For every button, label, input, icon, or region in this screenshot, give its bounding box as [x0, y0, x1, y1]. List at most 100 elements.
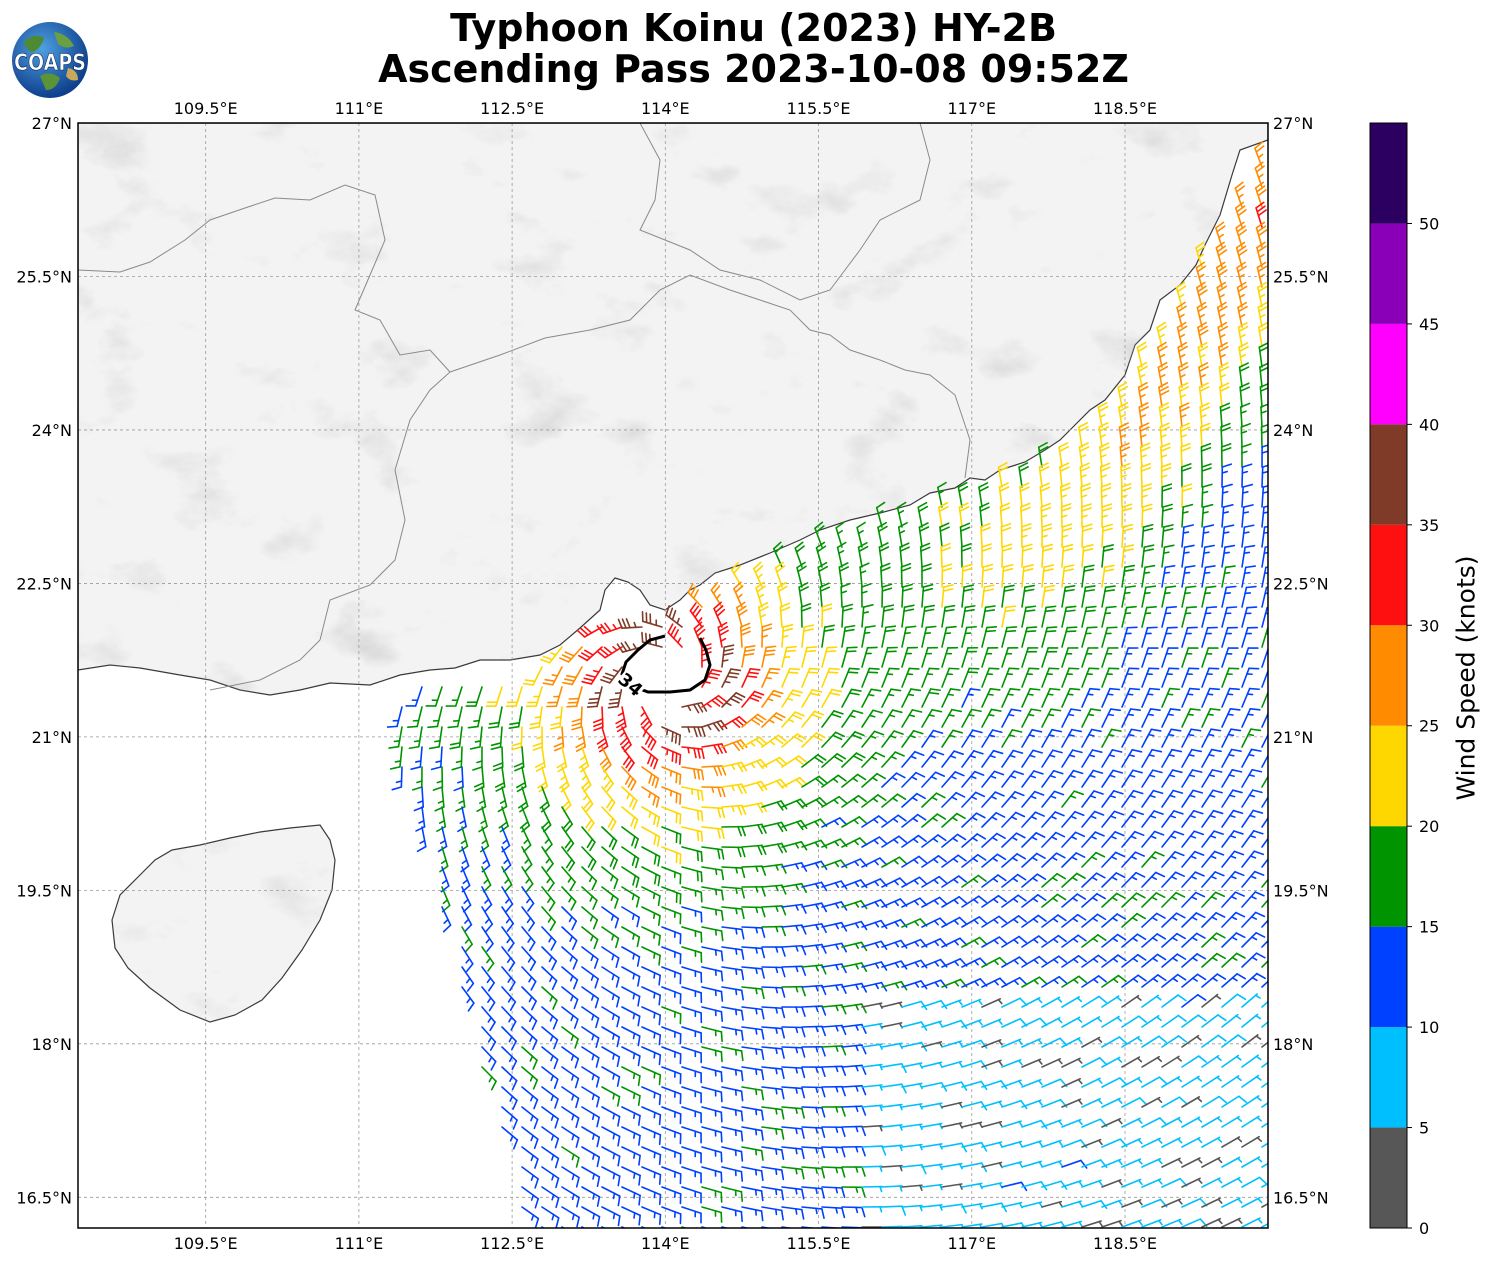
- barb-feather: [717, 807, 722, 819]
- barb-shaft: [1181, 586, 1187, 608]
- barb-feather: [801, 1047, 806, 1058]
- barb-feather: [1097, 401, 1108, 409]
- barb-shaft: [981, 791, 997, 808]
- wind-barb: [861, 836, 888, 848]
- wind-barb: [776, 581, 788, 608]
- barb-half-feather: [676, 617, 680, 625]
- wind-barb: [1161, 626, 1178, 648]
- barb-feather: [1179, 386, 1190, 392]
- barb-feather: [498, 821, 508, 829]
- barb-shaft: [1201, 647, 1210, 668]
- barb-feather: [608, 701, 620, 705]
- barb-feather: [991, 729, 1003, 734]
- barb-half-feather: [834, 861, 840, 868]
- barb-half-feather: [706, 702, 712, 708]
- wind-barb: [1221, 1075, 1242, 1088]
- wind-barb: [1121, 708, 1141, 728]
- barb-feather: [1138, 1015, 1148, 1023]
- barb-shaft: [641, 966, 661, 977]
- wind-barb: [1261, 444, 1268, 468]
- barb-shaft: [1181, 506, 1185, 528]
- wind-barb: [1158, 382, 1170, 408]
- wind-barb: [980, 522, 991, 548]
- wind-barb: [921, 813, 947, 828]
- wind-barb: [701, 946, 724, 962]
- wind-barb: [641, 1086, 662, 1106]
- barb-feather: [896, 501, 907, 509]
- barb-half-feather: [1259, 293, 1266, 299]
- wind-barb: [641, 1046, 662, 1066]
- barb-feather: [795, 778, 804, 787]
- barb-half-feather: [1218, 293, 1225, 299]
- barb-half-feather: [958, 999, 963, 1006]
- barb-feather: [1249, 708, 1261, 711]
- barb-feather: [833, 710, 844, 715]
- barb-feather: [600, 648, 610, 657]
- barb-feather: [1041, 523, 1053, 528]
- barb-shaft: [581, 886, 598, 902]
- barb-shaft: [981, 667, 991, 688]
- wind-barb: [406, 706, 423, 728]
- barb-shaft: [861, 794, 879, 808]
- wind-barb: [445, 686, 463, 707]
- barb-feather: [689, 602, 697, 612]
- barb-feather: [1197, 341, 1208, 349]
- barb-feather: [720, 889, 724, 901]
- barb-half-feather: [1061, 514, 1068, 518]
- wind-barb: [1141, 789, 1164, 808]
- barb-shaft: [821, 921, 843, 928]
- barb-shaft: [1161, 932, 1178, 948]
- wind-barb: [1201, 728, 1222, 748]
- barb-half-feather: [1203, 551, 1210, 554]
- barb-feather: [1230, 748, 1242, 753]
- barb-feather: [780, 800, 788, 810]
- barb-shaft: [801, 964, 823, 968]
- barb-feather: [880, 940, 888, 950]
- barb-feather: [554, 1098, 559, 1109]
- barb-shaft: [481, 846, 491, 867]
- barb-feather: [1218, 325, 1229, 333]
- barb-shaft: [1041, 831, 1057, 848]
- barb-shaft: [781, 776, 801, 788]
- barb-feather: [1197, 1055, 1207, 1063]
- barb-feather: [980, 1060, 988, 1070]
- barb-half-feather: [632, 992, 636, 1000]
- barb-shaft: [921, 979, 942, 988]
- wind-barb: [1021, 996, 1043, 1008]
- barb-feather: [1169, 687, 1181, 691]
- barb-half-feather: [874, 942, 880, 949]
- barb-feather: [1059, 1037, 1068, 1046]
- barb-shaft: [1161, 871, 1177, 888]
- barb-shaft: [501, 986, 517, 1003]
- barb-feather: [1217, 1034, 1227, 1042]
- barb-feather: [1062, 547, 1074, 552]
- barb-feather: [711, 668, 723, 673]
- wind-barb: [1101, 933, 1127, 948]
- barb-half-feather: [735, 927, 738, 935]
- barb-feather: [674, 732, 678, 744]
- barb-feather: [1162, 524, 1174, 528]
- wind-barb: [1241, 768, 1263, 788]
- wind-barb: [861, 815, 887, 828]
- barb-half-feather: [1271, 856, 1276, 858]
- barb-feather: [675, 812, 678, 824]
- barb-feather: [1020, 506, 1031, 512]
- barb-feather: [1162, 503, 1173, 508]
- wind-barb: [1201, 952, 1226, 968]
- barb-feather: [603, 646, 613, 655]
- barb-feather: [600, 623, 608, 633]
- barb-feather: [733, 565, 741, 575]
- barb-feather: [1099, 1057, 1108, 1066]
- barb-feather: [1132, 769, 1143, 774]
- wind-barb: [1141, 1015, 1162, 1028]
- barb-feather: [772, 689, 784, 695]
- barb-shaft: [1141, 871, 1157, 888]
- barb-feather: [1254, 911, 1266, 918]
- barb-feather: [749, 668, 761, 671]
- barb-half-feather: [890, 755, 897, 760]
- barb-shaft: [841, 688, 853, 708]
- wind-barb: [921, 563, 932, 588]
- barb-feather: [738, 716, 748, 724]
- wind-barb: [481, 986, 496, 1012]
- wind-barb: [1041, 893, 1067, 908]
